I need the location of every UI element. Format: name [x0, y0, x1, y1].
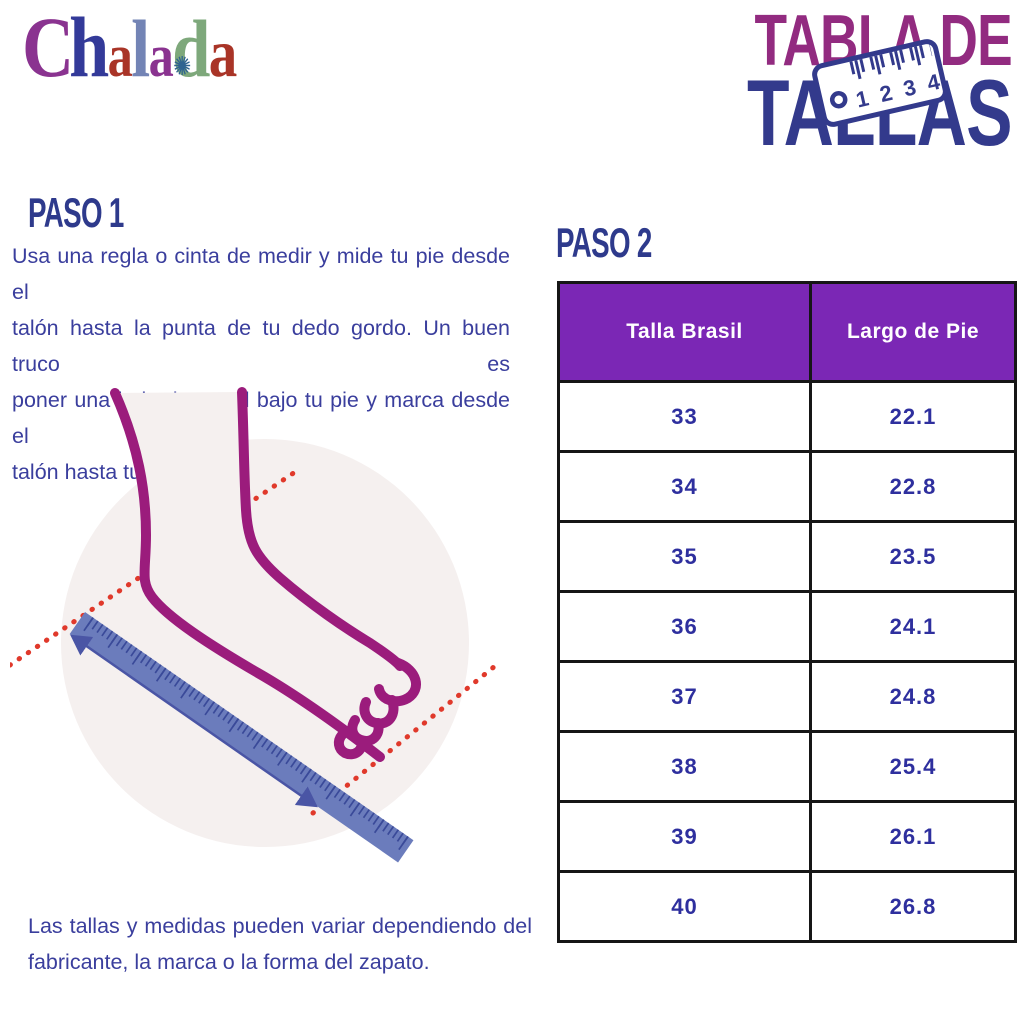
paragraph-line: talón hasta la punta de tu dedo gordo. U…	[12, 316, 510, 376]
logo-flower-icon: ✺	[172, 52, 192, 82]
note-line: Las tallas y medidas pueden variar depen…	[28, 914, 532, 938]
big-toe	[374, 658, 421, 707]
logo-letter: a	[148, 23, 174, 89]
foot-silhouette	[115, 392, 400, 757]
step1-heading: PASO 1	[28, 189, 124, 236]
step2-heading: PASO 2	[556, 219, 652, 266]
logo-letter: a	[208, 15, 238, 91]
largo-cell: 23.5	[809, 520, 1017, 593]
largo-cell: 25.4	[809, 730, 1017, 803]
measurement-arrow	[70, 634, 318, 808]
size-row: 35 23.5	[557, 520, 1017, 593]
column-header-largo-de-pie: Largo de Pie	[809, 281, 1017, 383]
ruler-badge-icon: 1 2 3 4	[809, 36, 951, 130]
talla-cell: 38	[557, 730, 812, 803]
logo-letter: C	[22, 0, 75, 95]
column-header-talla-brasil: Talla Brasil	[557, 281, 812, 383]
logo-letter: l	[131, 3, 151, 94]
toe-guide-dotted-line	[310, 659, 503, 816]
size-row: 38 25.4	[557, 730, 1017, 803]
largo-cell: 22.8	[809, 450, 1017, 523]
size-row: 37 24.8	[557, 660, 1017, 733]
talla-cell: 39	[557, 800, 812, 873]
largo-cell: 26.8	[809, 870, 1017, 943]
size-row: 33 22.1	[557, 380, 1017, 453]
talla-cell: 34	[557, 450, 812, 523]
toe	[333, 730, 368, 760]
talla-cell: 35	[557, 520, 812, 593]
note-line: fabricante, la marca o la forma del zapa…	[28, 950, 430, 974]
logo-letter: a	[107, 23, 133, 89]
size-row: 39 26.1	[557, 800, 1017, 873]
largo-cell: 24.8	[809, 660, 1017, 733]
foot-measurement-illustration	[7, 385, 520, 895]
size-row: 40 26.8	[557, 870, 1017, 943]
disclaimer-note: Las tallas y medidas pueden variar depen…	[28, 908, 532, 980]
largo-cell: 24.1	[809, 590, 1017, 663]
paragraph-line: Usa una regla o cinta de medir y mide tu…	[12, 244, 510, 304]
size-table-header-row: Talla Brasil Largo de Pie	[557, 281, 1017, 383]
size-table: Talla Brasil Largo de Pie 33 22.1 34 22.…	[557, 281, 1017, 943]
size-row: 36 24.1	[557, 590, 1017, 663]
talla-cell: 36	[557, 590, 812, 663]
logo-letter: h	[69, 0, 110, 95]
largo-cell: 26.1	[809, 800, 1017, 873]
logo-letter: d ✺	[172, 3, 211, 94]
brand-logo: Chalad ✺ a	[22, 4, 237, 90]
talla-cell: 37	[557, 660, 812, 733]
size-row: 34 22.8	[557, 450, 1017, 523]
paragraph-line: poner una hoja de papel bajo tu pie y ma…	[12, 388, 510, 448]
talla-cell: 33	[557, 380, 812, 453]
talla-cell: 40	[557, 870, 812, 943]
largo-cell: 22.1	[809, 380, 1017, 453]
